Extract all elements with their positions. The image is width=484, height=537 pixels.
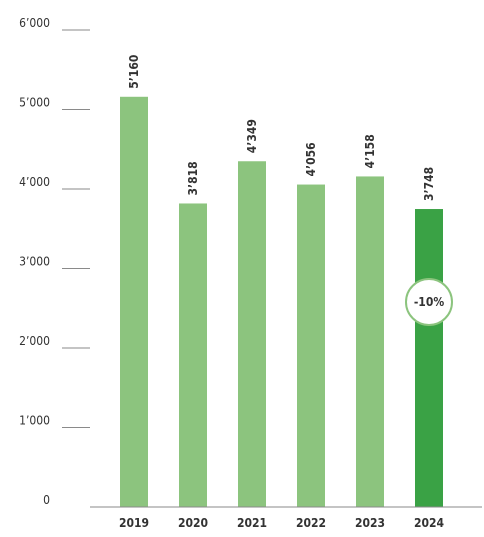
bar-2022 xyxy=(297,184,325,507)
change-badge: -10% xyxy=(405,278,453,326)
y-tick-label: 1’000 xyxy=(19,414,50,428)
x-tick-label-2020: 2020 xyxy=(178,516,208,530)
bar-2024 xyxy=(415,209,443,507)
value-label-2023: 4’158 xyxy=(363,134,377,168)
bars xyxy=(120,96,443,507)
y-axis-tick-labels: 0 1’000 2’000 3’000 4’000 5’000 6’000 xyxy=(19,16,50,507)
x-tick-label-2022: 2022 xyxy=(296,516,326,530)
y-tick-label: 2’000 xyxy=(19,334,50,348)
y-tick-label: 5’000 xyxy=(19,96,50,110)
x-axis-tick-labels: 2019 2020 2021 2022 2023 2024 xyxy=(119,516,445,530)
x-tick-label-2019: 2019 xyxy=(119,516,149,530)
value-label-2019: 5’160 xyxy=(127,55,141,89)
y-gridlines xyxy=(62,29,90,428)
bar-2021 xyxy=(238,161,266,507)
x-tick-label-2021: 2021 xyxy=(237,516,267,530)
x-tick-label-2024: 2024 xyxy=(414,516,445,530)
value-labels: 5’160 3’818 4’349 4’056 4’158 3’748 xyxy=(127,55,436,201)
value-label-2022: 4’056 xyxy=(304,142,318,176)
change-badge-label: -10% xyxy=(414,295,445,309)
y-tick-label: 3’000 xyxy=(19,255,50,269)
value-label-2021: 4’349 xyxy=(245,119,259,153)
bar-2023 xyxy=(356,176,384,507)
y-tick-label: 0 xyxy=(43,493,50,507)
bar-2019 xyxy=(120,96,148,507)
y-tick-label: 6’000 xyxy=(19,16,50,30)
value-label-2020: 3’818 xyxy=(186,161,200,195)
bar-2020 xyxy=(179,203,207,507)
change-badge-circle xyxy=(405,278,453,326)
value-label-2024: 3’748 xyxy=(422,167,436,201)
y-tick-label: 4’000 xyxy=(19,175,50,189)
x-tick-label-2023: 2023 xyxy=(355,516,385,530)
